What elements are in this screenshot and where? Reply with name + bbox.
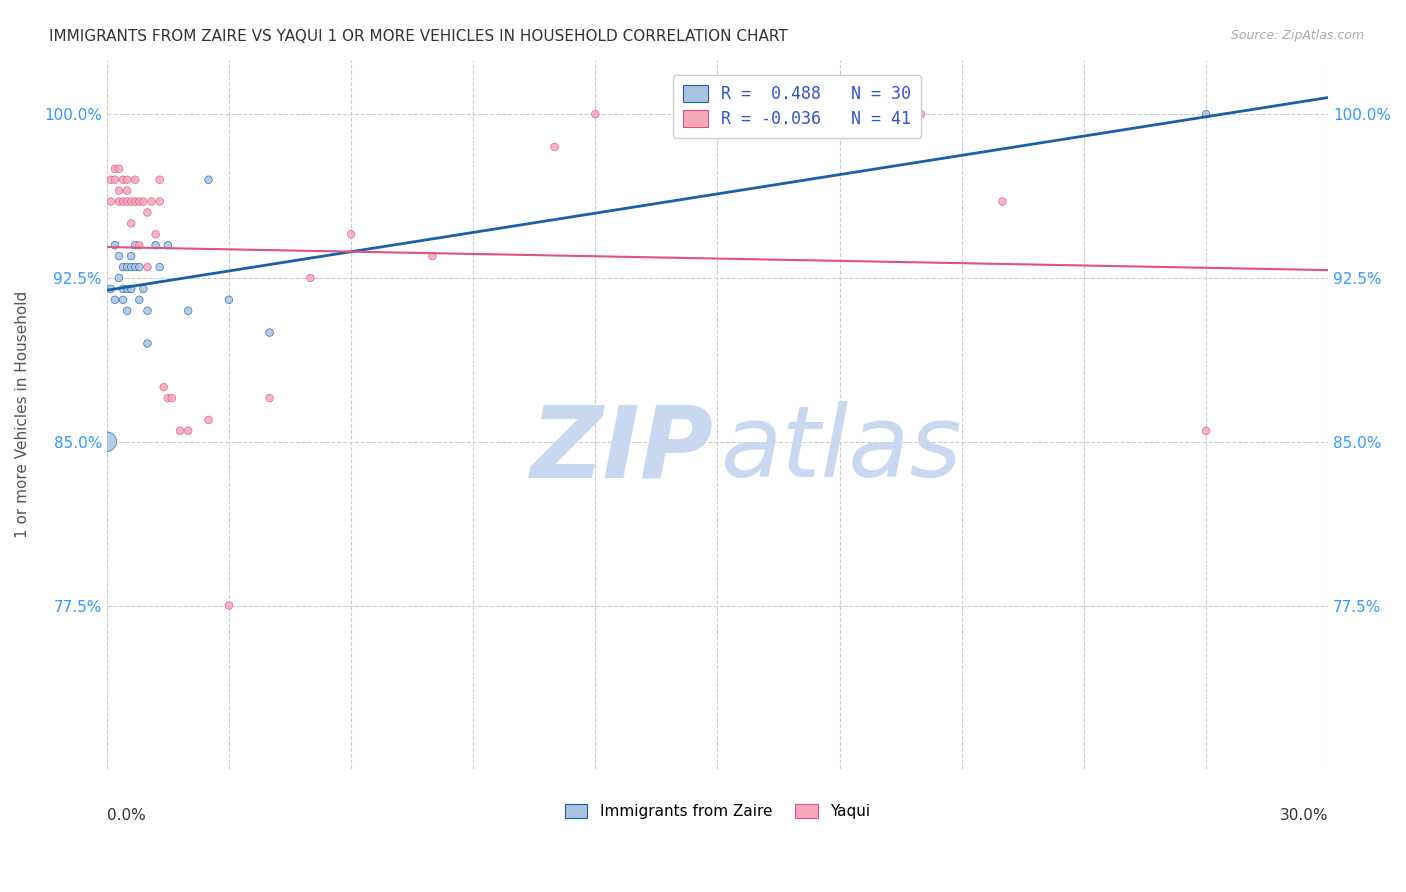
Point xyxy=(991,194,1014,209)
Point xyxy=(128,238,150,252)
Point xyxy=(104,161,127,176)
Point xyxy=(120,216,142,230)
Point xyxy=(218,599,240,613)
Point xyxy=(299,271,322,285)
Point xyxy=(1195,424,1218,438)
Point xyxy=(145,238,167,252)
Point xyxy=(132,194,155,209)
Point xyxy=(100,172,122,186)
Point xyxy=(149,260,172,274)
Text: Source: ZipAtlas.com: Source: ZipAtlas.com xyxy=(1230,29,1364,42)
Point xyxy=(149,194,172,209)
Point xyxy=(100,194,122,209)
Point xyxy=(1195,107,1218,121)
Point xyxy=(108,194,131,209)
Point xyxy=(141,194,163,209)
Point xyxy=(136,205,159,219)
Y-axis label: 1 or more Vehicles in Household: 1 or more Vehicles in Household xyxy=(15,291,30,538)
Point xyxy=(340,227,363,242)
Point xyxy=(120,194,142,209)
Point xyxy=(197,172,219,186)
Point xyxy=(156,391,179,405)
Point xyxy=(156,238,179,252)
Point xyxy=(100,282,122,296)
Point xyxy=(120,282,142,296)
Point xyxy=(149,172,172,186)
Point xyxy=(128,194,150,209)
Point xyxy=(124,260,146,274)
Point xyxy=(160,391,183,405)
Point xyxy=(112,293,135,307)
Point xyxy=(104,238,127,252)
Point xyxy=(132,282,155,296)
Point xyxy=(910,107,932,121)
Point xyxy=(120,249,142,263)
Point xyxy=(543,140,565,154)
Point xyxy=(169,424,191,438)
Point xyxy=(422,249,444,263)
Point xyxy=(96,434,118,449)
Legend: Immigrants from Zaire, Yaqui: Immigrants from Zaire, Yaqui xyxy=(558,798,876,825)
Point xyxy=(583,107,606,121)
Point xyxy=(136,260,159,274)
Point xyxy=(115,303,138,318)
Text: 30.0%: 30.0% xyxy=(1279,808,1329,823)
Point xyxy=(112,260,135,274)
Point xyxy=(124,172,146,186)
Point xyxy=(120,260,142,274)
Point xyxy=(259,391,281,405)
Point xyxy=(108,184,131,198)
Point xyxy=(152,380,174,394)
Text: 0.0%: 0.0% xyxy=(107,808,145,823)
Point xyxy=(115,172,138,186)
Point xyxy=(128,293,150,307)
Point xyxy=(112,282,135,296)
Point xyxy=(145,227,167,242)
Point xyxy=(112,172,135,186)
Point xyxy=(115,282,138,296)
Point xyxy=(136,336,159,351)
Point xyxy=(104,293,127,307)
Point xyxy=(112,194,135,209)
Point xyxy=(115,260,138,274)
Point xyxy=(197,413,219,427)
Point xyxy=(124,238,146,252)
Text: atlas: atlas xyxy=(721,401,963,499)
Point xyxy=(259,326,281,340)
Point xyxy=(108,249,131,263)
Point xyxy=(104,172,127,186)
Point xyxy=(115,194,138,209)
Point xyxy=(136,303,159,318)
Text: ZIP: ZIP xyxy=(531,401,714,499)
Point xyxy=(124,194,146,209)
Point xyxy=(108,271,131,285)
Point xyxy=(218,293,240,307)
Point xyxy=(177,303,200,318)
Point xyxy=(128,260,150,274)
Point xyxy=(177,424,200,438)
Point xyxy=(115,184,138,198)
Text: IMMIGRANTS FROM ZAIRE VS YAQUI 1 OR MORE VEHICLES IN HOUSEHOLD CORRELATION CHART: IMMIGRANTS FROM ZAIRE VS YAQUI 1 OR MORE… xyxy=(49,29,787,44)
Point xyxy=(108,161,131,176)
